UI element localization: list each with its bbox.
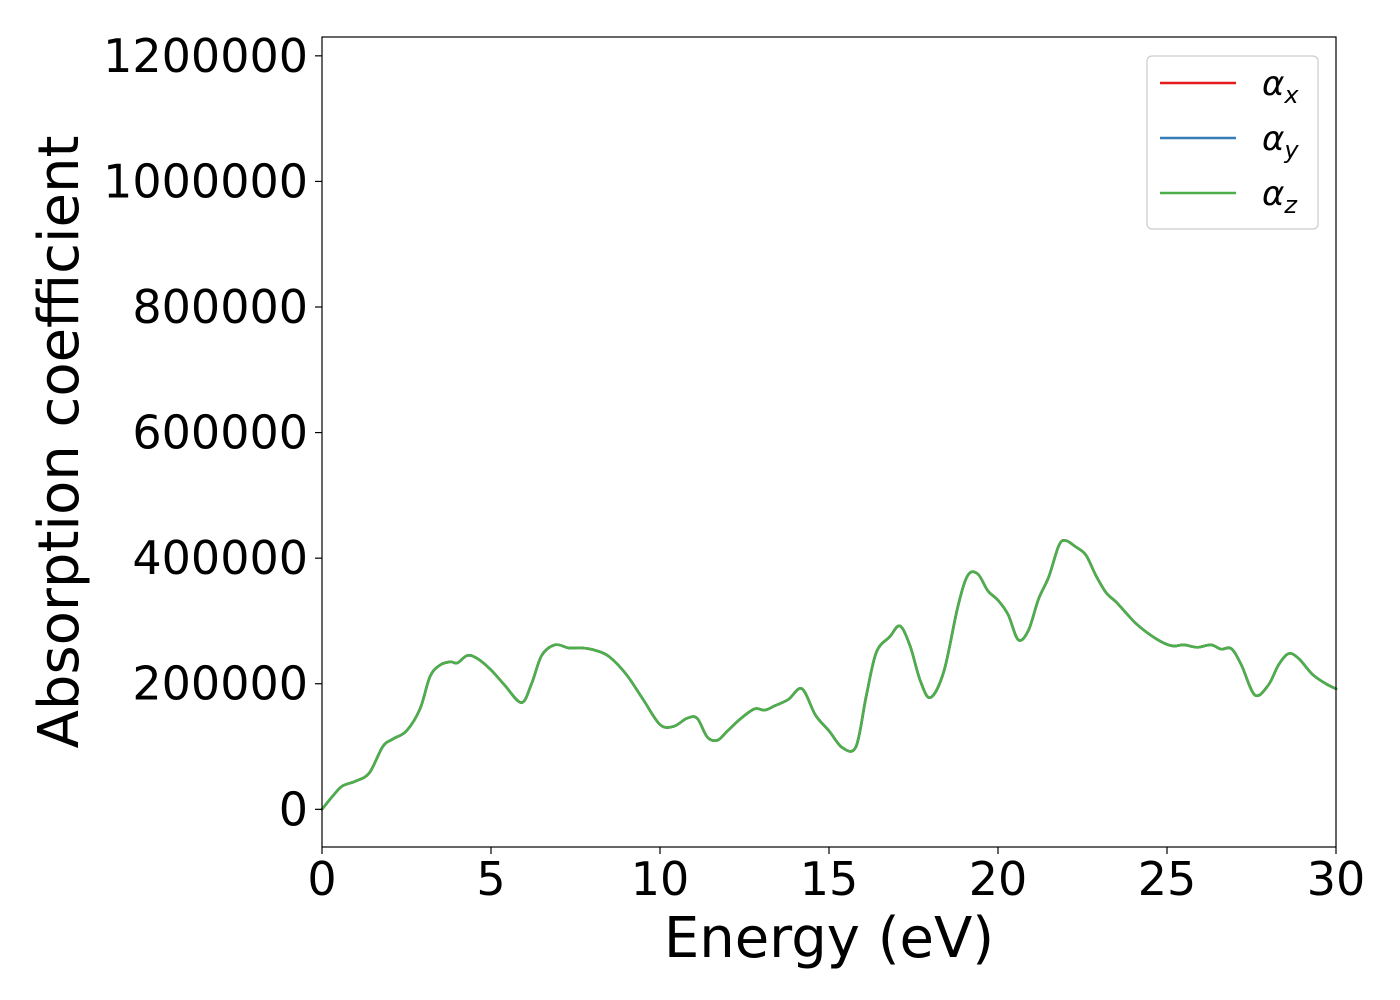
series-line-z bbox=[320, 539, 1338, 811]
y-tick-label: 400000 bbox=[132, 531, 308, 585]
y-tick-label: 1200000 bbox=[103, 29, 308, 83]
y-tick-label: 200000 bbox=[132, 657, 308, 711]
y-tick-label: 600000 bbox=[132, 406, 308, 460]
legend-items: αx αy αz bbox=[1160, 64, 1299, 219]
legend-label-y: αy bbox=[1262, 119, 1299, 164]
y-tick-label: 800000 bbox=[132, 280, 308, 334]
x-tick-label: 5 bbox=[476, 852, 505, 906]
legend-label-x: αx bbox=[1262, 64, 1299, 109]
x-tick-label: 20 bbox=[969, 852, 1028, 906]
x-tick-label: 10 bbox=[631, 852, 690, 906]
legend-label-z: αz bbox=[1262, 174, 1298, 219]
x-tick-label: 0 bbox=[307, 852, 336, 906]
x-tick-label: 25 bbox=[1138, 852, 1197, 906]
y-tick-label: 0 bbox=[279, 782, 308, 836]
legend-box bbox=[1146, 55, 1319, 230]
x-tick-label: 15 bbox=[800, 852, 859, 906]
x-axis-label: Energy (eV) bbox=[664, 906, 994, 971]
series-layer bbox=[320, 539, 1338, 811]
x-tick-label: 30 bbox=[1307, 852, 1366, 906]
legend: αx αy αz bbox=[1146, 55, 1319, 230]
y-axis: 0 200000 400000 600000 800000 1000000 1200000 bbox=[103, 29, 322, 836]
y-tick-label: 1000000 bbox=[103, 154, 308, 208]
y-axis-label: Absorption coefficient bbox=[27, 136, 92, 749]
x-axis: 0 5 10 15 20 25 30 bbox=[307, 847, 1365, 906]
